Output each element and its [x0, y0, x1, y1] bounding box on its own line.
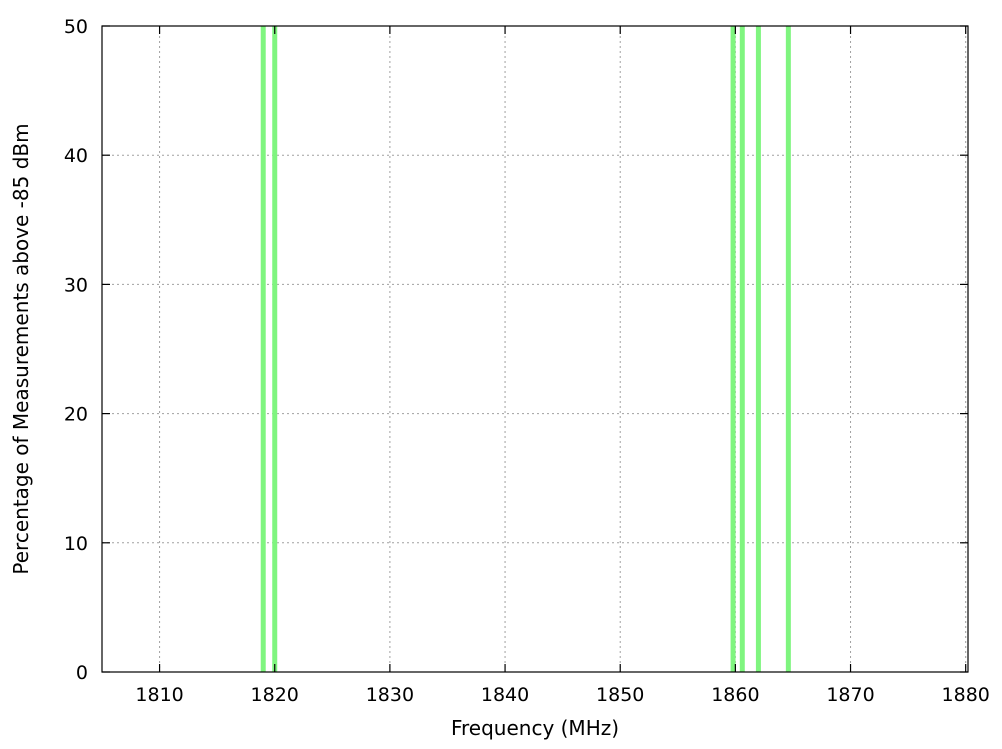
y-tick-label: 0 — [76, 662, 88, 684]
x-tick-label: 1810 — [135, 684, 183, 706]
x-tick-label: 1860 — [711, 684, 759, 706]
x-tick-label: 1820 — [251, 684, 299, 706]
x-tick-label: 1850 — [596, 684, 644, 706]
axis-ticks — [102, 25, 968, 673]
bar — [730, 26, 736, 672]
x-axis-label: Frequency (MHz) — [451, 716, 619, 740]
y-tick-labels: 0 10 20 30 40 50 — [64, 16, 88, 684]
x-tick-labels: 1810 1820 1830 1840 1850 1860 1870 1880 — [135, 684, 989, 706]
bar — [739, 26, 745, 672]
y-axis-label: Percentage of Measurements above -85 dBm — [9, 123, 33, 574]
bar — [755, 26, 761, 672]
plot-frame — [101, 25, 969, 673]
y-tick-label: 30 — [64, 274, 88, 296]
x-tick-label: 1840 — [481, 684, 529, 706]
x-tick-label: 1830 — [366, 684, 414, 706]
grid-lines — [102, 26, 968, 672]
y-tick-label: 10 — [64, 533, 88, 555]
bar — [785, 26, 791, 672]
bar — [260, 26, 266, 672]
bar — [272, 26, 278, 672]
y-tick-label: 50 — [64, 16, 88, 38]
bars — [260, 26, 791, 672]
y-tick-label: 40 — [64, 145, 88, 167]
x-tick-label: 1880 — [942, 684, 990, 706]
y-tick-label: 20 — [64, 404, 88, 426]
x-tick-label: 1870 — [826, 684, 874, 706]
